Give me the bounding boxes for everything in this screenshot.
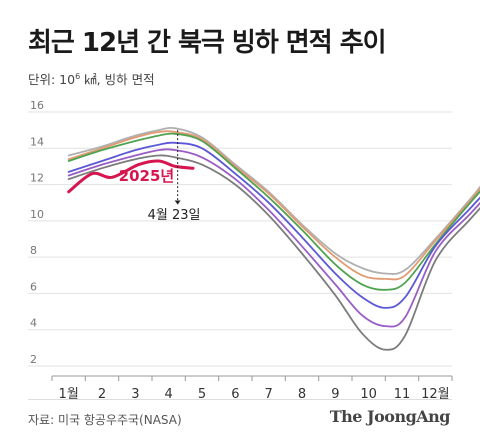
x-tick-label: 11 <box>394 387 411 400</box>
annotation-2025: 2025년 <box>119 167 175 185</box>
unit-exponent: 6 <box>75 71 81 81</box>
x-tick-label: 5 <box>198 387 206 400</box>
series-line <box>67 154 480 351</box>
y-tick-label: 8 <box>30 244 37 257</box>
y-tick-label: 14 <box>30 135 44 148</box>
chart-title: 최근 12년 간 북극 빙하 면적 추이 <box>28 28 387 58</box>
x-tick-label: 1월 <box>59 387 79 400</box>
x-tick-label: 6 <box>231 387 239 400</box>
source-note: 자료: 미국 항공우주국(NASA) <box>28 413 182 427</box>
series-line-2025 <box>67 159 195 194</box>
y-tick-label: 2 <box>30 353 37 366</box>
series-line <box>67 127 480 275</box>
series-line <box>67 148 480 328</box>
publisher-logo: The JoongAng <box>329 407 451 426</box>
y-tick-label: 16 <box>30 99 44 112</box>
x-tick-label: 9 <box>331 387 339 400</box>
x-tick-label: 12월 <box>421 387 450 400</box>
chart-canvas: 2 4 6 8 10 12 14 16 1월 2 3 4 5 6 7 8 9 10 11 12월 2025년 4월 23일 <box>28 99 480 400</box>
y-tick-label: 6 <box>30 280 37 293</box>
series-line <box>67 130 480 281</box>
unit-label: 단위: 106 ㎢, 빙하 면적 <box>28 69 155 88</box>
y-tick-label: 12 <box>30 172 44 185</box>
x-tick-label: 3 <box>131 387 139 400</box>
footer-divider <box>28 399 452 400</box>
x-tick-label: 2 <box>98 387 106 400</box>
x-tick-label: 10 <box>360 387 377 400</box>
unit-suffix: ㎢, 빙하 면적 <box>80 72 155 87</box>
x-tick-label: 7 <box>265 387 273 400</box>
x-tick-label: 8 <box>298 387 306 400</box>
series-line <box>67 141 480 309</box>
y-tick-label: 4 <box>30 317 37 330</box>
unit-prefix: 단위: 10 <box>28 72 76 87</box>
x-tick-label: 4 <box>165 387 173 400</box>
series-line <box>67 132 480 291</box>
annotation-date: 4월 23일 <box>148 208 201 223</box>
date-marker-arrow <box>174 200 181 205</box>
y-tick-label: 10 <box>30 208 44 221</box>
